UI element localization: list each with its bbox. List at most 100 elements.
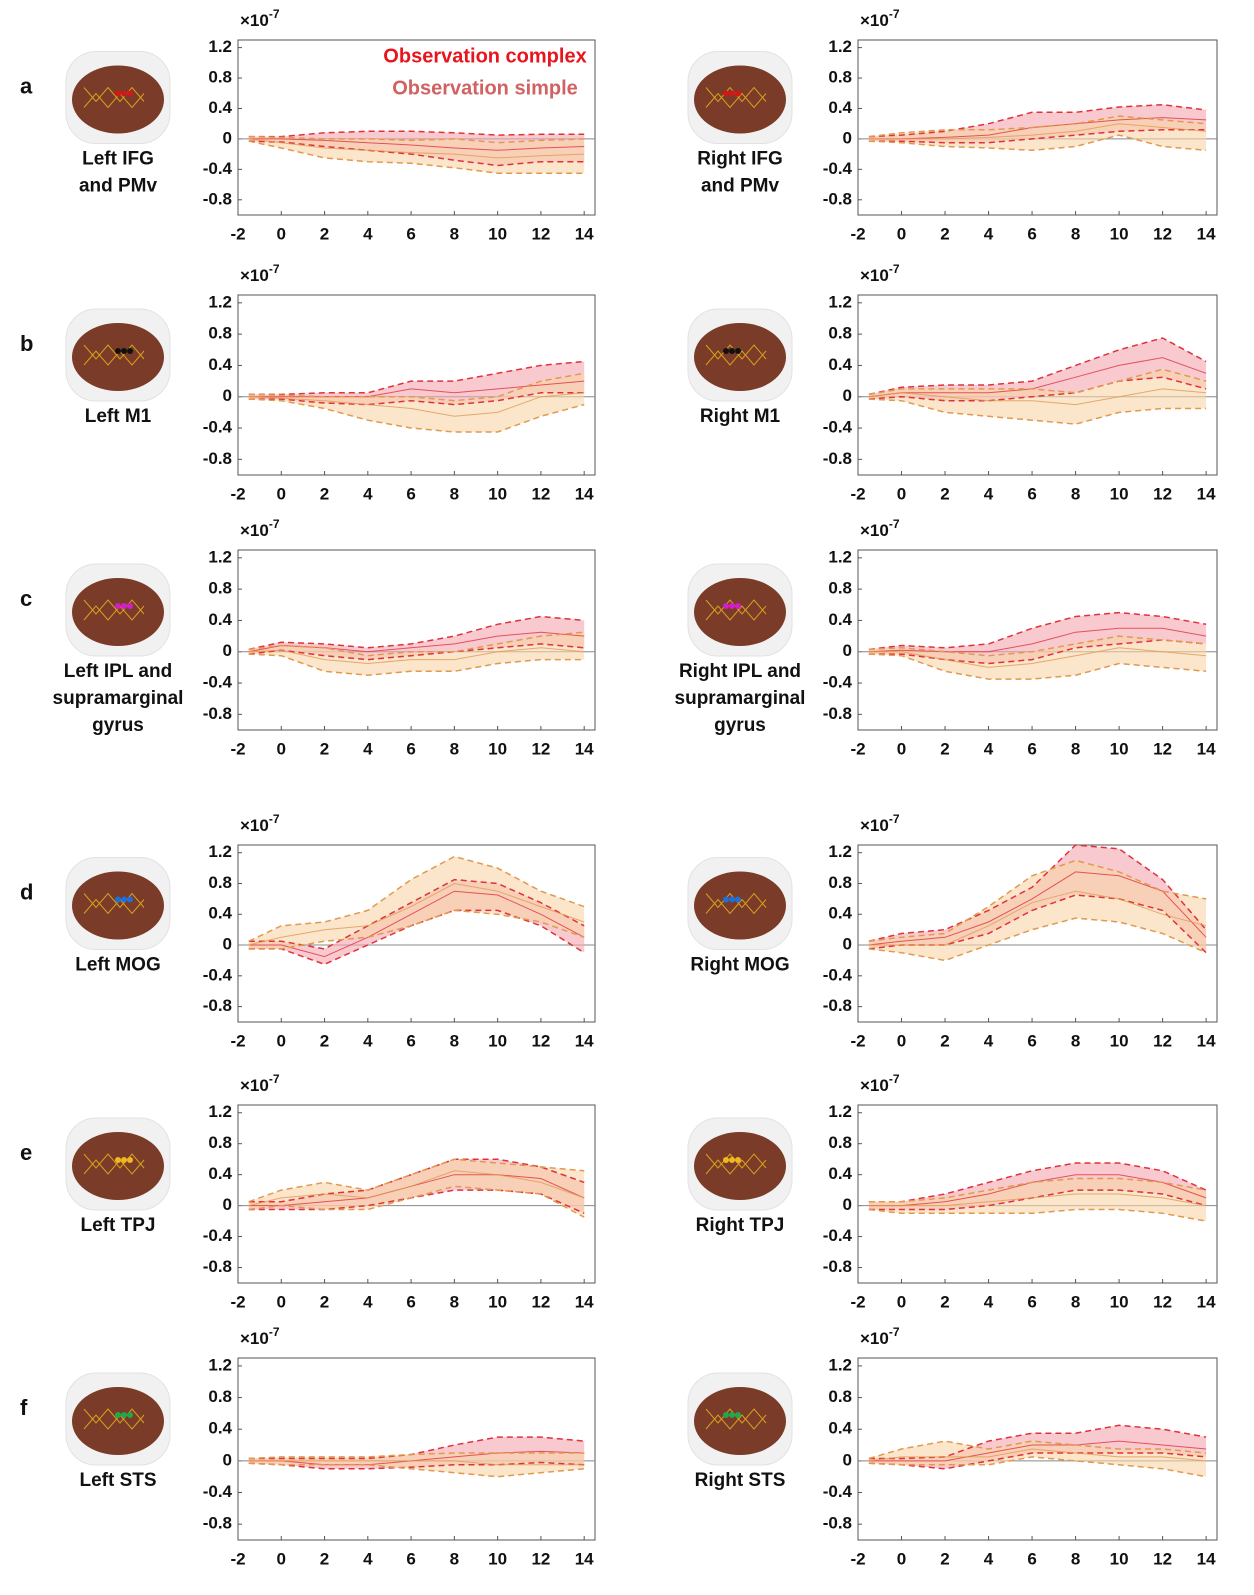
x-tick-label: 8 [1071, 1031, 1080, 1050]
x-tick-label: 8 [450, 484, 459, 503]
y-tick-label: 0 [223, 128, 232, 147]
band-upper [248, 1158, 585, 1203]
electrode [127, 603, 133, 609]
y-tick-label: -0.8 [203, 449, 232, 468]
region-label: supramarginal [53, 688, 184, 709]
band-lower [868, 134, 1207, 152]
y-tick-label: 0 [223, 1450, 232, 1469]
y-tick-label: 0.8 [208, 579, 232, 598]
y-tick-label: -0.4 [203, 159, 233, 178]
panel-letter: b [20, 331, 33, 356]
x-tick-label: 12 [531, 739, 550, 758]
y-multiplier-base: ×10 [860, 816, 889, 835]
electrode [127, 1157, 133, 1163]
band-lower [868, 653, 1207, 680]
y-multiplier-base: ×10 [860, 266, 889, 285]
x-tick-label: 2 [940, 224, 949, 243]
electrode [127, 348, 133, 354]
y-tick-label: 1.2 [208, 1355, 232, 1374]
y-multiplier-base: ×10 [240, 816, 269, 835]
y-tick-label: 0.4 [828, 904, 852, 923]
y-tick-label: 1.2 [828, 37, 852, 56]
band-upper [248, 1452, 585, 1460]
x-tick-label: 0 [277, 484, 286, 503]
x-tick-label: -2 [230, 1292, 245, 1311]
panel-letter: a [20, 73, 33, 98]
band-upper [248, 130, 585, 138]
y-tick-label: 0.8 [828, 579, 852, 598]
brain-grid [83, 344, 145, 366]
band-upper [248, 135, 585, 144]
electrode [115, 603, 121, 609]
band-upper [868, 635, 1207, 657]
electrode [729, 348, 735, 354]
x-tick-label: 0 [897, 224, 906, 243]
electrode [121, 1157, 127, 1163]
y-tick-label: 1.2 [208, 1102, 232, 1121]
brain-grid [83, 892, 145, 915]
y-tick-label: -0.4 [823, 673, 853, 692]
panel-letter: f [20, 1395, 28, 1420]
x-tick-label: 12 [531, 224, 550, 243]
electrode [127, 1412, 133, 1418]
electrode [723, 348, 729, 354]
x-tick-label: 12 [1153, 1031, 1172, 1050]
x-tick-label: -2 [850, 484, 865, 503]
x-tick-label: 0 [897, 484, 906, 503]
y-tick-label: 1.2 [208, 842, 232, 861]
x-tick-label: -2 [230, 484, 245, 503]
band-upper [868, 844, 1207, 942]
x-tick-label: 10 [488, 1549, 507, 1568]
band-lower [868, 398, 1207, 425]
electrode [729, 603, 735, 609]
y-tick-label: -0.4 [823, 965, 853, 984]
confidence-band [248, 1159, 585, 1218]
y-tick-label: 1.2 [828, 1355, 852, 1374]
panel-letter: e [20, 1140, 32, 1165]
y-tick-label: -0.4 [203, 965, 233, 984]
y-multiplier-base: ×10 [860, 11, 889, 30]
y-multiplier: ×10-7 [860, 1072, 900, 1095]
mean-line [868, 388, 1207, 406]
x-tick-label: 6 [406, 739, 415, 758]
x-tick-label: 4 [984, 739, 994, 758]
y-tick-label: -0.8 [823, 1514, 852, 1533]
electrode [729, 90, 735, 97]
x-tick-label: 4 [984, 1292, 994, 1311]
y-tick-label: 0.4 [828, 1164, 852, 1183]
x-tick-label: 4 [984, 1031, 994, 1050]
mean-line [868, 1448, 1207, 1462]
y-multiplier-exponent: -7 [269, 7, 280, 21]
y-tick-label: 0 [843, 1450, 852, 1469]
y-multiplier: ×10-7 [240, 262, 280, 285]
x-tick-label: 10 [488, 739, 507, 758]
electrode [735, 348, 741, 354]
y-multiplier-exponent: -7 [269, 1072, 280, 1086]
electrode [127, 896, 133, 903]
y-tick-label: 0.4 [828, 355, 852, 374]
x-tick-label: 8 [450, 739, 459, 758]
x-tick-label: 6 [406, 1292, 415, 1311]
y-tick-label: -0.8 [823, 996, 852, 1015]
brain-grid [83, 599, 145, 621]
brain-grid [83, 1408, 145, 1430]
x-tick-label: 0 [897, 1549, 906, 1568]
x-tick-label: 0 [277, 739, 286, 758]
brain-grid [83, 1153, 145, 1175]
region-label: Left STS [79, 1470, 156, 1491]
electrode [723, 1157, 729, 1163]
y-multiplier-base: ×10 [240, 11, 269, 30]
band-lower [248, 653, 585, 676]
band-lower [248, 140, 585, 167]
y-tick-label: -0.8 [203, 1514, 232, 1533]
y-multiplier: ×10-7 [240, 1072, 280, 1095]
region-label: Left MOG [75, 955, 161, 976]
confidence-band [868, 1441, 1207, 1477]
x-tick-label: 2 [320, 484, 329, 503]
band-upper [248, 878, 585, 950]
electrode [115, 1412, 121, 1418]
y-tick-label: 0.8 [208, 1133, 232, 1152]
mean-line [868, 1193, 1207, 1207]
y-multiplier-exponent: -7 [889, 812, 900, 826]
x-tick-label: -2 [850, 1031, 865, 1050]
